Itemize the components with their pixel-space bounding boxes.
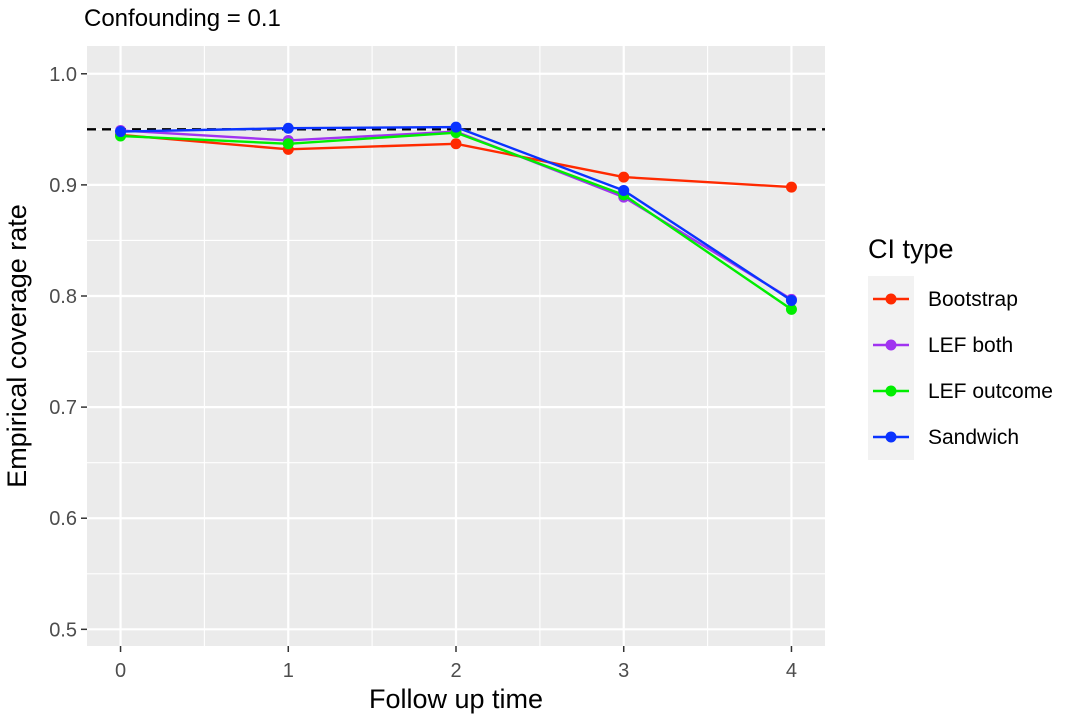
legend-keys: Bootstrap LEF both LEF outcome Sandwich (868, 276, 1053, 460)
y-tick-label: 0.5 (49, 619, 77, 641)
major-gridlines (87, 46, 825, 646)
data-point-sandwich (618, 184, 630, 196)
y-tick-label: 0.7 (49, 397, 77, 419)
legend-item-lef-outcome: LEF outcome (868, 368, 1053, 414)
data-point-lef-outcome (282, 138, 294, 150)
legend-key-point (885, 385, 897, 397)
x-tick-label: 0 (115, 660, 126, 682)
legend-label: LEF outcome (928, 380, 1053, 403)
legend-label: LEF both (928, 334, 1013, 357)
y-tick-label: 1.0 (49, 64, 77, 86)
data-point-bootstrap (785, 181, 797, 193)
x-axis-title: Follow up time (369, 684, 543, 714)
legend-item-lef-both: LEF both (868, 322, 1013, 368)
x-tick-label: 2 (450, 660, 461, 682)
chart-title: Confounding = 0.1 (84, 5, 281, 32)
legend-title: CI type (868, 234, 954, 264)
legend-key-point (885, 431, 897, 443)
data-point-sandwich (282, 122, 294, 134)
legend-item-bootstrap: Bootstrap (868, 276, 1018, 322)
x-tick-label: 3 (618, 660, 629, 682)
x-axis-ticks: 0 1 2 3 4 (115, 646, 797, 682)
y-tick-label: 0.9 (49, 175, 77, 197)
x-tick-label: 1 (283, 660, 294, 682)
legend: CI type Bootstrap LEF both LEF outcome Sand… (868, 234, 1053, 460)
legend-key-point (885, 293, 897, 305)
data-point-sandwich (115, 126, 127, 138)
legend-label: Sandwich (928, 426, 1019, 449)
y-tick-label: 0.8 (49, 286, 77, 308)
legend-label: Bootstrap (928, 288, 1018, 311)
data-point-lef-outcome (785, 303, 797, 315)
x-tick-label: 4 (786, 660, 797, 682)
series-group (115, 121, 797, 315)
legend-item-sandwich: Sandwich (868, 414, 1019, 460)
y-tick-label: 0.6 (49, 508, 77, 530)
data-point-sandwich (450, 121, 462, 133)
data-point-bootstrap (450, 138, 462, 150)
legend-key-point (885, 339, 897, 351)
data-point-sandwich (785, 294, 797, 306)
data-point-bootstrap (618, 171, 630, 183)
y-axis-title: Empirical coverage rate (2, 204, 32, 488)
y-axis-ticks: 0.5 0.6 0.7 0.8 0.9 1.0 (49, 64, 87, 641)
